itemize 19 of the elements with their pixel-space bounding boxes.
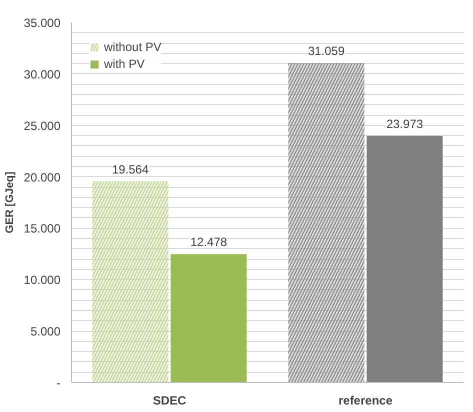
bar [366, 136, 443, 382]
data-label: 23.973 [386, 116, 424, 131]
y-tick-label: 15.000 [24, 222, 61, 236]
data-label: 12.478 [190, 235, 228, 250]
x-tick-label: SDEC [152, 394, 187, 408]
y-tick-label: 30.000 [24, 67, 61, 82]
data-label: 31.059 [308, 44, 345, 58]
data-label: 19.564 [112, 162, 149, 176]
y-tick-label: 10.000 [24, 273, 61, 288]
y-tick-label: 25.000 [24, 118, 61, 133]
legend-label: with PV [104, 57, 145, 71]
bar [170, 254, 247, 382]
y-tick-label: 35.000 [24, 16, 61, 30]
y-tick-label: - [56, 376, 61, 390]
legend-label: without PV [104, 40, 162, 54]
x-tick-label: reference [338, 394, 393, 408]
y-tick-label: 20.000 [24, 170, 61, 184]
y-tick-label: 5.000 [30, 324, 61, 339]
y-axis-title: GER [GJeq] [4, 171, 16, 234]
